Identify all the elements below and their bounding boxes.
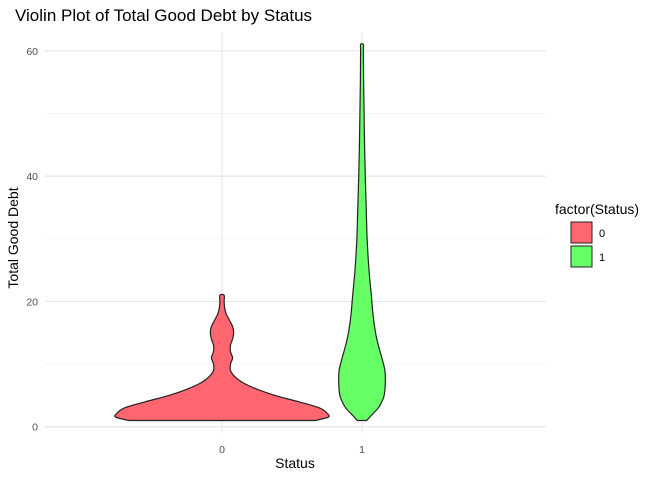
legend-label-0: 0 [599, 228, 605, 240]
y-tick-label-20: 20 [26, 296, 38, 308]
legend-key-0 [570, 221, 593, 244]
legend-key-1 [570, 245, 593, 268]
violins [114, 43, 386, 422]
legend-title: factor(Status) [555, 201, 639, 217]
x-tick-label-0: 0 [219, 444, 225, 456]
y-tick-label-60: 60 [26, 46, 38, 58]
x-tick-label-1: 1 [359, 444, 365, 456]
x-axis-title: Status [275, 455, 315, 471]
y-tick-label-0: 0 [32, 422, 38, 434]
y-axis-title: Total Good Debt [5, 187, 21, 288]
violin-status-1 [338, 43, 386, 422]
legend-label-1: 1 [599, 252, 605, 264]
plot-grid [45, 32, 546, 433]
legend: factor(Status) 0 1 [555, 201, 639, 268]
violin-status-0 [114, 293, 330, 422]
y-axis-ticks: 0 20 40 60 [26, 46, 38, 434]
chart-title: Violin Plot of Total Good Debt by Status [15, 6, 312, 25]
y-tick-label-40: 40 [26, 171, 38, 183]
